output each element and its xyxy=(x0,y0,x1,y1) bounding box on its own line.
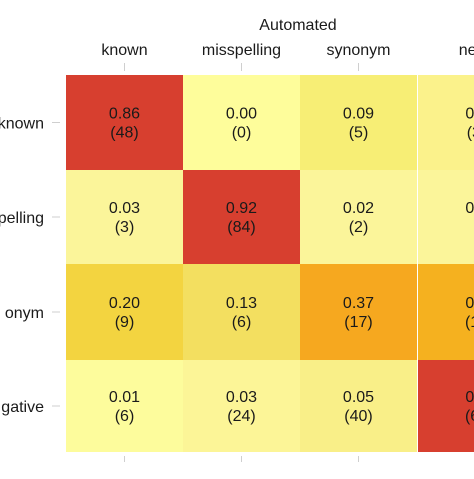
cell-count-label: (9) xyxy=(115,314,135,331)
cell-count-label: (6) xyxy=(232,314,252,331)
heatmap-cell xyxy=(300,264,417,360)
cell-value-label: 0.05 xyxy=(343,389,374,406)
cell-value-label: 0.03 xyxy=(109,200,140,217)
cell-value-label: 0.13 xyxy=(226,295,257,312)
cell-count-label: (84) xyxy=(227,219,255,236)
cell-count-label: (17) xyxy=(344,314,372,331)
y-tick-label: spelling xyxy=(0,210,44,227)
cell-value-label: 0.02 xyxy=(343,200,374,217)
heatmap-cell xyxy=(66,360,183,452)
heatmap-cell xyxy=(418,170,474,264)
heatmap-cell xyxy=(300,75,417,170)
heatmap-cell xyxy=(66,75,183,170)
x-tick-label: synonym xyxy=(326,42,390,59)
cell-value-label: 0.3 xyxy=(465,295,474,312)
cell-count-label: (40) xyxy=(344,408,372,425)
heatmap-cell xyxy=(183,170,300,264)
cell-value-label: 0.37 xyxy=(343,295,374,312)
cell-count-label: (2) xyxy=(349,219,369,236)
cell-value-label: 0.00 xyxy=(226,106,257,123)
heatmap-cell xyxy=(183,75,300,170)
heatmap-cell xyxy=(418,360,474,452)
heatmap-cell xyxy=(300,170,417,264)
cell-count-label: (3) xyxy=(115,219,135,236)
y-tick-label: known xyxy=(0,116,44,133)
chart-title: Automated xyxy=(259,17,336,34)
cell-value-label: 0.09 xyxy=(343,106,374,123)
cell-count-label: (14 xyxy=(465,314,474,331)
cell-value-label: 0.01 xyxy=(109,389,140,406)
cell-value-label: 0.03 xyxy=(226,389,257,406)
heatmap-cell xyxy=(66,170,183,264)
heatmap-cell xyxy=(418,264,474,360)
y-tick-label: gative xyxy=(1,399,44,416)
cell-value-label: 0.20 xyxy=(109,295,140,312)
cell-value-label: 0.0 xyxy=(465,200,474,217)
cell-count-label: (3) xyxy=(467,125,474,142)
heatmap-cell xyxy=(300,360,417,452)
heatmap-cell xyxy=(183,360,300,452)
x-tick-label: known xyxy=(101,42,147,59)
cell-count-label: (48) xyxy=(110,125,138,142)
cell-count-label: (0) xyxy=(232,125,252,142)
cell-count-label: (65 xyxy=(465,408,474,425)
heatmap-cell xyxy=(183,264,300,360)
y-tick-label: onym xyxy=(5,305,44,322)
x-tick-label: nega xyxy=(459,42,474,59)
cell-count-label: (6) xyxy=(115,408,135,425)
heatmap-cell xyxy=(418,75,474,170)
cell-count-label: (24) xyxy=(227,408,255,425)
heatmap-cell xyxy=(66,264,183,360)
cell-value-label: 0.92 xyxy=(226,200,257,217)
cell-value-label: 0.0 xyxy=(465,106,474,123)
cell-count-label: (5) xyxy=(349,125,369,142)
cell-value-label: 0.9 xyxy=(465,389,474,406)
x-tick-label: misspelling xyxy=(202,42,281,59)
cell-value-label: 0.86 xyxy=(109,106,140,123)
